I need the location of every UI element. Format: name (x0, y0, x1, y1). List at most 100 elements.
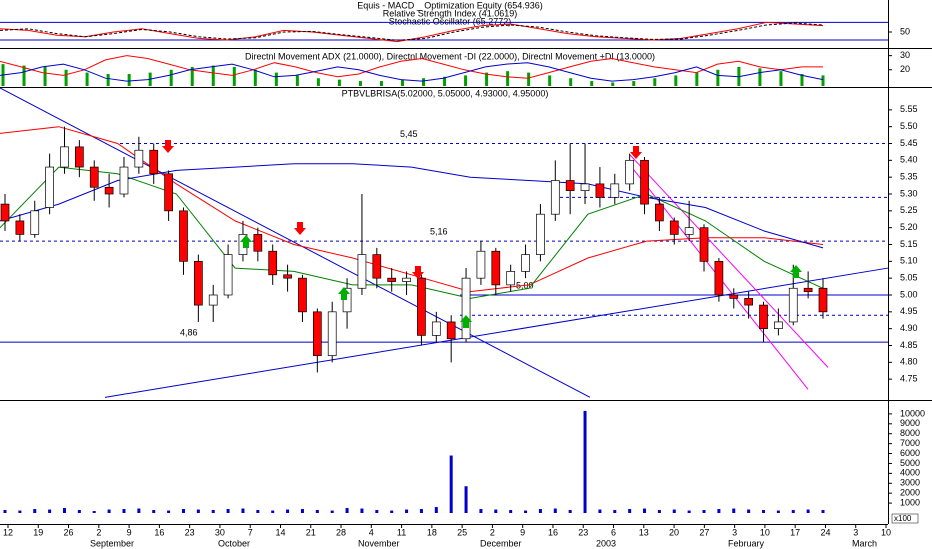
month-label: March (852, 538, 877, 548)
volume-bar (92, 511, 96, 513)
y-tick-label: 5.10 (900, 256, 918, 266)
y-tick-label: 10000 (900, 408, 925, 418)
volume-bar (211, 510, 215, 513)
volume-bar (3, 510, 7, 513)
candle-body (461, 277, 471, 340)
candle-body (387, 277, 397, 282)
y-tick-label: 4.75 (900, 374, 918, 384)
volume-bar (18, 510, 22, 513)
y-tick-label: 5.55 (900, 104, 918, 114)
candle-body (610, 183, 620, 198)
volume-bar (732, 508, 736, 513)
x-tick-label: 10 (881, 527, 891, 537)
candle-body (818, 287, 828, 313)
candle-body (342, 287, 352, 313)
y-tick-label: 6000 (900, 448, 920, 458)
volume-bar (479, 509, 483, 513)
volume-bar (330, 510, 334, 513)
volume-bar (762, 510, 766, 513)
volume-bar (791, 510, 795, 513)
volume-bar (672, 509, 676, 513)
level-label: 4,86 (180, 328, 198, 338)
x-tick-label: 16 (548, 527, 558, 537)
panel-title: Equis - MACD _ Optimization Equity (654.… (357, 0, 543, 10)
x-tick-label: 3 (732, 527, 737, 537)
volume-bar (300, 509, 304, 513)
x-tick-label: 17 (790, 527, 800, 537)
candle-body (417, 277, 426, 336)
volume-bar (583, 410, 587, 513)
y-tick-label: 8000 (900, 428, 920, 438)
candle-body (283, 274, 292, 279)
candle-body (506, 271, 516, 286)
volume-bar (524, 510, 528, 513)
volume-bar (107, 509, 111, 513)
x-tick-label: 6 (611, 527, 616, 537)
volume-bar (286, 509, 290, 513)
volume-bar (137, 508, 141, 513)
indicator-bar (821, 75, 825, 86)
month-label: September (90, 538, 134, 548)
candle-body (164, 173, 173, 212)
y-tick-label: 4000 (900, 468, 920, 478)
volume-bar (405, 509, 409, 513)
x-tick-label: 12 (3, 527, 13, 537)
x-tick-label: 19 (33, 527, 43, 537)
candle-body (89, 166, 99, 188)
volume-bar (568, 510, 572, 513)
volume-bar (345, 508, 349, 513)
x-tick-label: 18 (427, 527, 437, 537)
x-tick-label: 11 (397, 527, 406, 537)
y-tick-label: 5.40 (900, 155, 918, 165)
volume-bar (598, 509, 602, 513)
candle-body (253, 234, 263, 252)
volume-bar (687, 510, 691, 513)
y-tick-label: 5.30 (900, 188, 918, 198)
indicator-bar (169, 69, 173, 86)
indicator-bar (485, 72, 489, 86)
y-tick-label: 4.90 (900, 323, 918, 333)
y-tick-label: 50 (900, 26, 910, 36)
indicator-bar (127, 74, 131, 86)
moving-average (0, 163, 824, 249)
y-tick-label: 7000 (900, 438, 920, 448)
y-tick-label: 2000 (900, 488, 920, 498)
candle-body (669, 220, 679, 235)
month-label: February (728, 538, 765, 548)
indicator-bar (274, 72, 278, 86)
candle-body (298, 277, 307, 313)
indicator-bar (779, 71, 783, 86)
panel-title: Relative Strength Index (41.0619) (383, 8, 518, 18)
volume-bar (390, 510, 394, 513)
unit-label: x100 (894, 514, 912, 523)
volume-bar (747, 509, 751, 513)
candle-body (149, 149, 159, 175)
y-tick-label: 5.15 (900, 239, 918, 249)
x-tick-label: 9 (127, 527, 132, 537)
y-tick-label: 5.25 (900, 205, 918, 215)
panel-title: PTBVLBRISA(5.02000, 5.05000, 4.93000, 4.… (342, 88, 549, 98)
candle-body (312, 311, 322, 356)
candle-body (744, 298, 753, 306)
candle-body (729, 294, 739, 299)
candle-body (179, 210, 188, 262)
candle-body (550, 180, 560, 215)
volume-bar (226, 509, 230, 513)
x-tick-label: 30 (215, 527, 225, 537)
candle-body (640, 159, 649, 205)
volume-bar (181, 509, 185, 513)
y-tick-label: 4.80 (900, 357, 918, 367)
candle-body (476, 250, 486, 279)
candle-body (565, 180, 575, 191)
candle-body (104, 186, 114, 195)
indicator-bar (22, 65, 26, 86)
volume-bar (657, 510, 661, 513)
indicator-bar (190, 66, 194, 86)
indicator-line (0, 21, 824, 43)
indicator-bar (379, 81, 383, 86)
x-tick-label: 20 (669, 527, 679, 537)
volume-bar (196, 509, 200, 513)
month-label: December (480, 538, 522, 548)
candle-body (15, 220, 25, 235)
